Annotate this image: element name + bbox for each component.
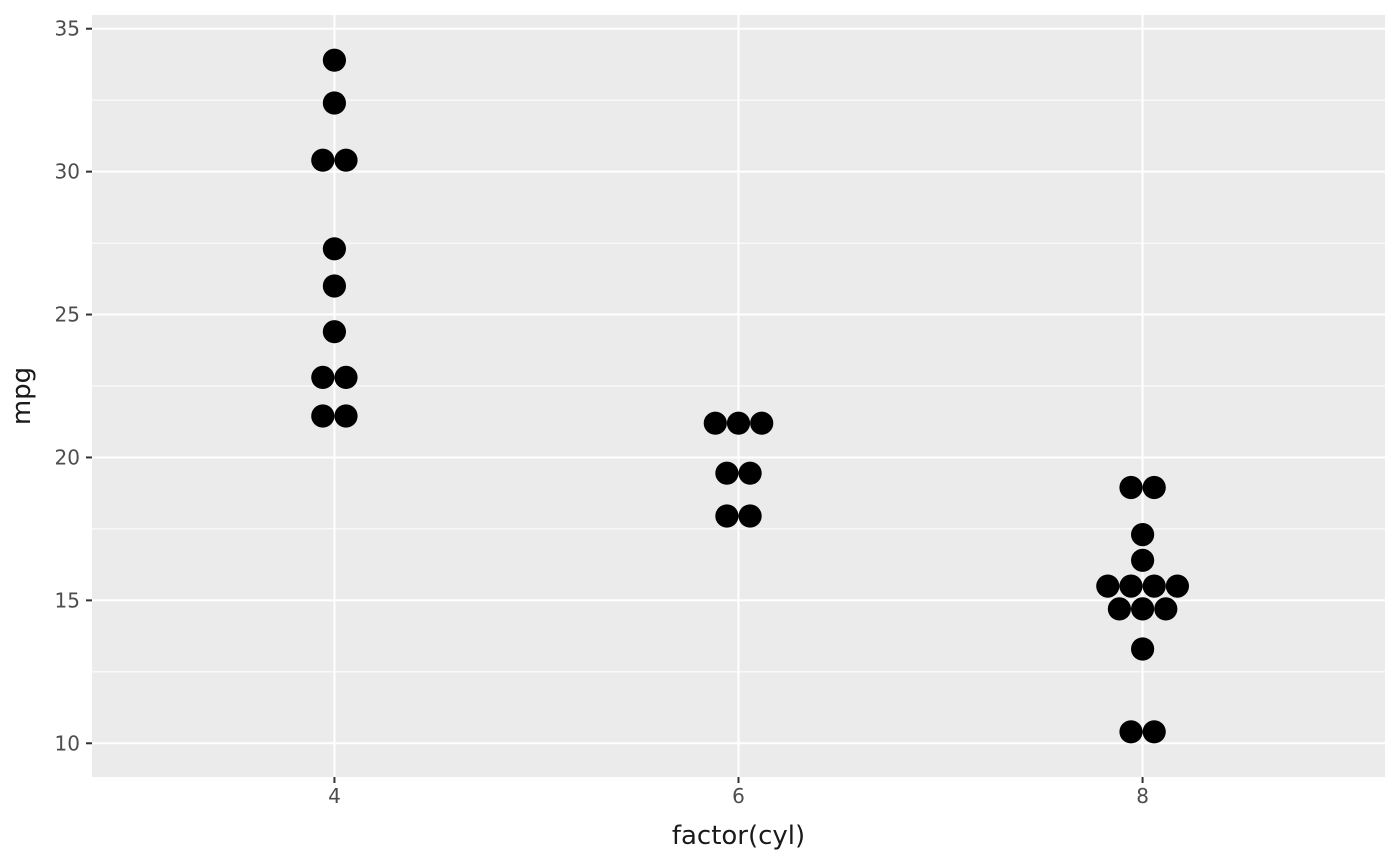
- data-dot: [750, 411, 774, 435]
- data-dot: [1119, 574, 1143, 598]
- data-dot: [738, 461, 762, 485]
- x-tick-label: 4: [328, 784, 341, 808]
- dots-layer: [311, 48, 1189, 744]
- y-axis-title: mpg: [7, 367, 37, 425]
- data-dot: [311, 365, 335, 389]
- data-dot: [311, 148, 335, 172]
- y-tick-label: 35: [55, 17, 80, 41]
- data-dot: [726, 411, 751, 435]
- y-tick-label: 25: [55, 303, 80, 327]
- data-dot: [1154, 597, 1178, 621]
- data-dot: [1142, 720, 1166, 744]
- data-dot: [715, 504, 739, 528]
- y-tick-label: 30: [55, 160, 80, 184]
- data-dot: [311, 404, 335, 428]
- y-tick-label: 20: [55, 445, 80, 469]
- data-dot: [715, 461, 739, 485]
- y-tick-label: 15: [55, 588, 80, 612]
- data-dot: [1142, 475, 1166, 500]
- data-dot: [1131, 597, 1155, 621]
- data-dot: [703, 411, 727, 435]
- data-dot: [1165, 574, 1189, 598]
- data-dot: [322, 320, 346, 344]
- data-dot: [334, 404, 358, 428]
- axis-layer: 10 15 20 25 30 35 4 6 8: [55, 17, 1149, 808]
- data-dot: [1096, 574, 1120, 598]
- data-dot: [322, 274, 346, 298]
- data-dot: [322, 48, 346, 72]
- x-tick-label: 6: [732, 784, 745, 808]
- data-dot: [322, 237, 346, 261]
- data-dot: [334, 365, 358, 389]
- data-dot: [738, 504, 762, 528]
- x-axis-title: factor(cyl): [672, 821, 805, 851]
- x-tick-label: 8: [1136, 784, 1149, 808]
- data-dot: [1107, 597, 1131, 621]
- y-tick-label: 10: [55, 731, 80, 755]
- data-dot: [1119, 720, 1143, 744]
- data-dot: [1131, 523, 1155, 547]
- data-dot: [334, 148, 358, 172]
- data-dot: [1119, 475, 1143, 500]
- data-dot: [1142, 574, 1166, 598]
- data-dot: [322, 91, 346, 115]
- data-dot: [1131, 548, 1155, 572]
- data-dot: [1131, 637, 1155, 661]
